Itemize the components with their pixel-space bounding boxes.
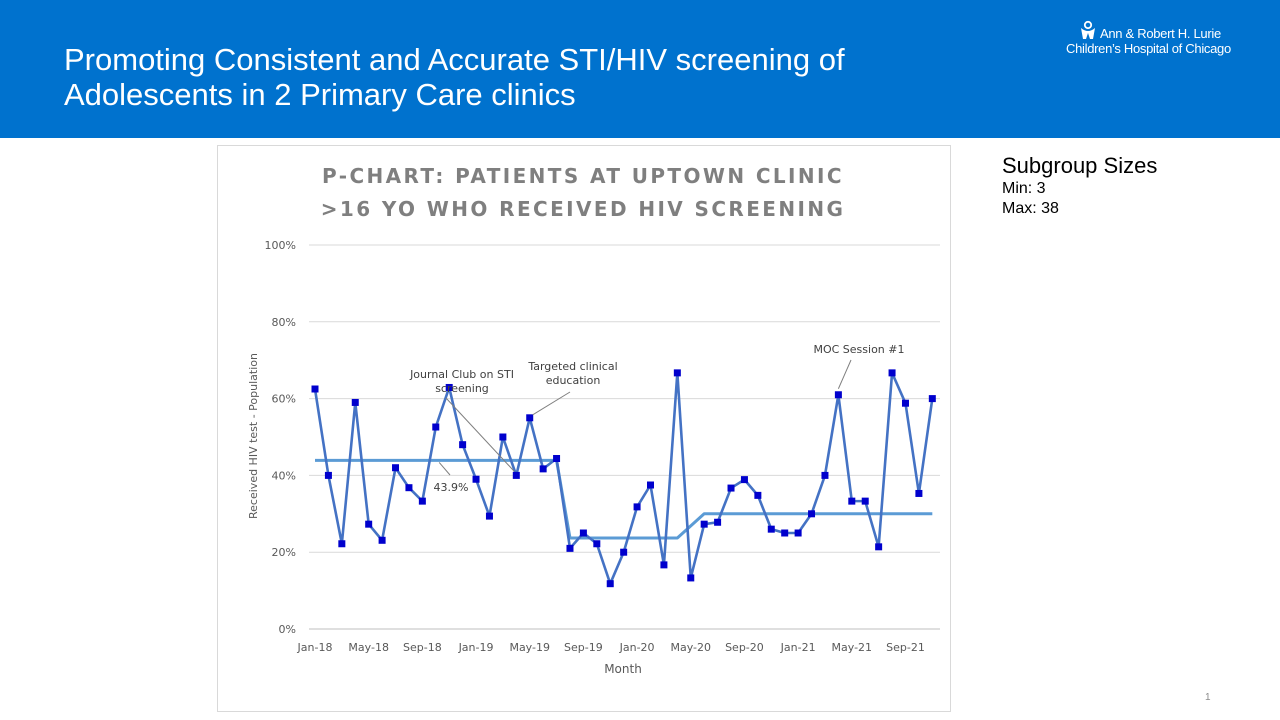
chart-title-line2: >16 YO WHO RECEIVED HIV SCREENING	[321, 197, 846, 221]
leader-moc-session	[837, 359, 852, 389]
logo-text-line2: Children’s Hospital of Chicago	[1066, 41, 1231, 56]
subgroup-min: Min: 3	[1002, 180, 1046, 197]
x-tick-label: Sep-19	[564, 641, 603, 654]
marker-layer	[311, 369, 936, 588]
data-point	[794, 529, 802, 537]
data-point	[324, 471, 332, 479]
y-tick-label: 60%	[272, 393, 296, 406]
x-tick-label: Jan-18	[297, 641, 333, 654]
x-tick-label: Jan-21	[780, 641, 816, 654]
x-tick-label: Jan-19	[458, 641, 494, 654]
y-tick-label: 80%	[272, 316, 296, 329]
data-point	[714, 518, 722, 526]
data-point	[620, 548, 628, 556]
annotation-moc-session: MOC Session #1	[813, 343, 904, 356]
annotation-targeted-education: Targeted clinical education	[527, 360, 617, 387]
data-point	[901, 399, 909, 407]
x-tick-label: May-21	[832, 641, 873, 654]
annotation-journal-club: Journal Club on STI screening	[409, 368, 514, 395]
data-point	[512, 471, 520, 479]
data-point	[647, 481, 654, 489]
center-line	[315, 458, 933, 540]
data-point	[432, 423, 440, 431]
p-chart-frame: Journal Club on STI screening Targeted cli…	[217, 145, 951, 712]
annotation-center-value: 43.9%	[434, 481, 469, 494]
slide-title: Promoting Consistent and Accurate STI/HI…	[64, 42, 845, 112]
data-point	[472, 475, 480, 483]
y-tick-label: 20%	[272, 546, 296, 559]
data-point	[740, 476, 748, 484]
data-point	[459, 441, 467, 449]
data-point	[834, 391, 842, 399]
data-point	[365, 520, 373, 528]
data-point	[499, 433, 507, 441]
data-point	[754, 491, 762, 499]
leader-targeted-education	[532, 391, 571, 416]
data-point	[539, 465, 547, 473]
slide-header: Promoting Consistent and Accurate STI/HI…	[0, 0, 1280, 138]
logo-text-line1: Ann & Robert H. Lurie	[1100, 26, 1221, 41]
data-point	[526, 414, 534, 422]
data-point	[673, 369, 681, 377]
slide-number: 1	[1205, 692, 1211, 703]
data-point	[781, 529, 789, 537]
data-point	[311, 385, 319, 393]
x-axis-label: Month	[604, 662, 642, 676]
data-point	[808, 510, 816, 518]
center-line-layer	[315, 458, 933, 540]
data-point	[338, 540, 346, 548]
data-point	[445, 383, 453, 391]
x-tick-label: May-20	[671, 641, 712, 654]
data-point	[700, 520, 708, 528]
data-point	[727, 484, 735, 492]
data-point	[606, 580, 614, 588]
data-point	[687, 574, 695, 582]
data-point	[848, 497, 856, 505]
y-tick-label: 0%	[279, 623, 296, 636]
x-tick-label: Sep-18	[403, 641, 442, 654]
data-point	[485, 512, 493, 520]
p-chart: Journal Club on STI screening Targeted cli…	[247, 164, 940, 676]
x-tick-label: Jan-20	[619, 641, 655, 654]
data-point	[579, 529, 587, 537]
subgroup-max: Max: 38	[1002, 200, 1059, 217]
x-tick-label: Sep-21	[886, 641, 925, 654]
data-point	[392, 464, 400, 472]
x-tick-label: Sep-20	[725, 641, 764, 654]
data-point	[821, 471, 829, 479]
data-point	[378, 536, 386, 544]
x-tick-label: May-18	[348, 641, 389, 654]
data-point	[405, 484, 413, 492]
data-point	[875, 543, 883, 551]
data-point	[593, 540, 601, 548]
data-point	[861, 497, 869, 505]
data-point	[418, 497, 426, 505]
data-point	[633, 503, 641, 511]
data-point	[915, 489, 923, 497]
y-axis-label: Received HIV test - Population	[247, 353, 260, 519]
chart-title-line1: P-CHART: PATIENTS AT UPTOWN CLINIC	[322, 164, 844, 188]
subgroup-title: Subgroup Sizes	[1002, 153, 1158, 178]
data-point	[928, 395, 936, 403]
label-layer: P-CHART: PATIENTS AT UPTOWN CLINIC >16 Y…	[247, 164, 925, 676]
y-tick-label: 40%	[272, 469, 296, 482]
data-point	[660, 561, 668, 569]
leader-center-value	[438, 462, 451, 476]
y-tick-label: 100%	[265, 239, 296, 252]
grid-layer	[309, 244, 940, 630]
data-point	[888, 369, 896, 377]
leader-journal-club	[445, 397, 515, 472]
data-point	[566, 544, 574, 552]
annotation-layer: Journal Club on STI screening Targeted cli…	[409, 343, 904, 494]
x-tick-label: May-19	[509, 641, 550, 654]
subgroup-sizes-box: Subgroup Sizes Min: 3 Max: 38	[1002, 153, 1157, 219]
data-point	[351, 398, 359, 406]
data-point	[553, 455, 561, 463]
data-point	[767, 525, 775, 533]
child-figure-icon	[1081, 20, 1095, 39]
